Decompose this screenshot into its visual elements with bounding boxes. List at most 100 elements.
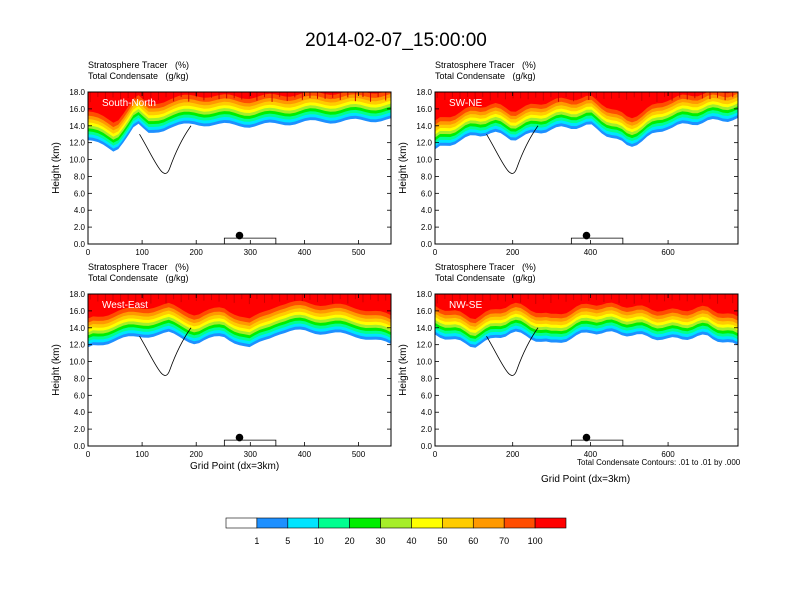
colorbar-swatch xyxy=(287,517,320,529)
y-axis-label: Height (km) xyxy=(398,344,409,396)
colorbar-label: 30 xyxy=(376,536,386,546)
panel-caption: Stratosphere Tracer (%) Total Condensate … xyxy=(88,60,189,82)
x-tick-label: 500 xyxy=(352,450,366,459)
y-tick-label: 10.0 xyxy=(69,156,85,165)
plot-area xyxy=(88,92,391,244)
colorbar-label: 70 xyxy=(499,536,509,546)
y-tick-label: 4.0 xyxy=(74,206,86,215)
panel-caption: Stratosphere Tracer (%) Total Condensate … xyxy=(88,262,189,284)
colorbar-swatch xyxy=(349,517,381,529)
x-tick-label: 600 xyxy=(661,450,675,459)
cross-section-name: West-East xyxy=(102,300,148,311)
y-tick-label: 18.0 xyxy=(416,88,432,97)
x-tick-label: 500 xyxy=(352,248,366,257)
x-axis-label-right: Grid Point (dx=3km) xyxy=(541,474,631,485)
y-tick-label: 6.0 xyxy=(74,391,86,400)
caption-condensate: Total Condensate (g/kg) xyxy=(435,71,536,81)
colorbar-swatch xyxy=(225,517,258,529)
y-tick-label: 8.0 xyxy=(421,374,433,383)
colorbar-swatch xyxy=(380,517,412,529)
y-tick-label: 12.0 xyxy=(69,139,85,148)
y-tick-label: 10.0 xyxy=(416,156,432,165)
y-tick-label: 14.0 xyxy=(69,324,85,333)
x-tick-label: 0 xyxy=(86,450,91,459)
cross-section-plot: 0.0 2.0 4.0 6.0 8.0 10.0 12.0 14.0 16.0 18.0 0 100 2… xyxy=(51,290,392,459)
x-tick-label: 600 xyxy=(661,248,675,257)
y-tick-label: 4.0 xyxy=(74,408,86,417)
y-tick-label: 2.0 xyxy=(74,223,86,232)
y-tick-label: 0.0 xyxy=(421,442,433,451)
y-tick-label: 12.0 xyxy=(416,341,432,350)
plot-frame xyxy=(87,91,392,245)
y-tick-label: 8.0 xyxy=(421,172,433,181)
y-tick-label: 6.0 xyxy=(421,391,433,400)
colorbar-swatch xyxy=(411,517,443,529)
condensate-contour xyxy=(223,439,277,446)
colorbar-legend: 1 5 10 20 30 40 50 60 70 100 xyxy=(225,517,567,548)
colorbar-label: 1 xyxy=(254,536,259,546)
y-tick-label: 18.0 xyxy=(69,290,85,299)
caption-tracer: Stratosphere Tracer (%) xyxy=(88,60,190,70)
y-tick-label: 6.0 xyxy=(74,189,86,198)
panel-sw-ne: Stratosphere Tracer (%) Total Condensate … xyxy=(375,60,758,272)
y-tick-label: 2.0 xyxy=(421,425,433,434)
caption-tracer: Stratosphere Tracer (%) xyxy=(435,60,537,70)
tracer-band xyxy=(88,294,391,319)
plot-frame xyxy=(434,91,739,245)
x-tick-label: 0 xyxy=(86,248,91,257)
y-tick-label: 16.0 xyxy=(416,105,432,114)
x-tick-label: 200 xyxy=(506,450,520,459)
cross-section-plot: 0.0 2.0 4.0 6.0 8.0 10.0 12.0 14.0 16.0 18.0 0 200 4… xyxy=(398,88,739,257)
cross-section-plot: 0.0 2.0 4.0 6.0 8.0 10.0 12.0 14.0 16.0 18.0 0 100 2… xyxy=(51,88,392,257)
colorbar-label: 100 xyxy=(528,536,543,546)
colorbar-label: 20 xyxy=(345,536,355,546)
location-marker xyxy=(235,433,244,442)
x-tick-label: 100 xyxy=(135,248,149,257)
y-tick-label: 0.0 xyxy=(74,240,86,249)
panel-west-east: Stratosphere Tracer (%) Total Condensate … xyxy=(28,262,411,474)
y-axis-label: Height (km) xyxy=(51,142,62,194)
x-tick-label: 100 xyxy=(135,450,149,459)
caption-condensate: Total Condensate (g/kg) xyxy=(88,273,189,283)
caption-condensate: Total Condensate (g/kg) xyxy=(88,71,189,81)
condensate-contour xyxy=(570,237,624,244)
y-tick-label: 0.0 xyxy=(74,442,86,451)
cross-section-name: South-North xyxy=(102,98,156,109)
plot-frame xyxy=(87,293,392,447)
colorbar-swatch xyxy=(256,517,289,529)
y-tick-label: 10.0 xyxy=(416,358,432,367)
y-tick-label: 0.0 xyxy=(421,240,433,249)
y-tick-label: 12.0 xyxy=(69,341,85,350)
plot-area xyxy=(435,92,738,244)
location-marker xyxy=(235,231,244,240)
colorbar-swatch xyxy=(534,517,567,529)
y-tick-label: 10.0 xyxy=(69,358,85,367)
page-title: 2014-02-07_15:00:00 xyxy=(305,30,487,51)
colorbar-label: 5 xyxy=(285,536,290,546)
caption-tracer: Stratosphere Tracer (%) xyxy=(88,262,190,272)
colorbar-swatch xyxy=(472,517,505,529)
colorbar-label: 60 xyxy=(468,536,478,546)
y-tick-label: 6.0 xyxy=(421,189,433,198)
colorbar-swatch xyxy=(503,517,536,529)
colorbar-svg: 1 5 10 20 30 40 50 60 70 100 xyxy=(225,517,567,546)
x-tick-label: 300 xyxy=(244,450,258,459)
caption-tracer: Stratosphere Tracer (%) xyxy=(435,262,537,272)
x-tick-label: 400 xyxy=(584,450,598,459)
y-axis-label: Height (km) xyxy=(51,344,62,396)
cross-section-name: SW-NE xyxy=(449,98,482,109)
x-tick-label: 300 xyxy=(244,248,258,257)
condensate-contour xyxy=(570,439,624,446)
condensate-contour xyxy=(486,327,539,376)
tracer-band xyxy=(88,92,391,123)
tracer-band xyxy=(435,92,738,121)
panel-caption: Stratosphere Tracer (%) Total Condensate … xyxy=(435,262,536,284)
panel-nw-se: Stratosphere Tracer (%) Total Condensate … xyxy=(375,262,758,474)
y-tick-label: 18.0 xyxy=(416,290,432,299)
y-tick-label: 8.0 xyxy=(74,374,86,383)
colorbar-label: 50 xyxy=(437,536,447,546)
cross-section-plot: 0.0 2.0 4.0 6.0 8.0 10.0 12.0 14.0 16.0 18.0 0 200 4… xyxy=(398,290,739,459)
colorbar-swatch xyxy=(318,517,350,529)
panel-south-north: Stratosphere Tracer (%) Total Condensate … xyxy=(28,60,411,272)
condensate-contour xyxy=(139,125,192,174)
